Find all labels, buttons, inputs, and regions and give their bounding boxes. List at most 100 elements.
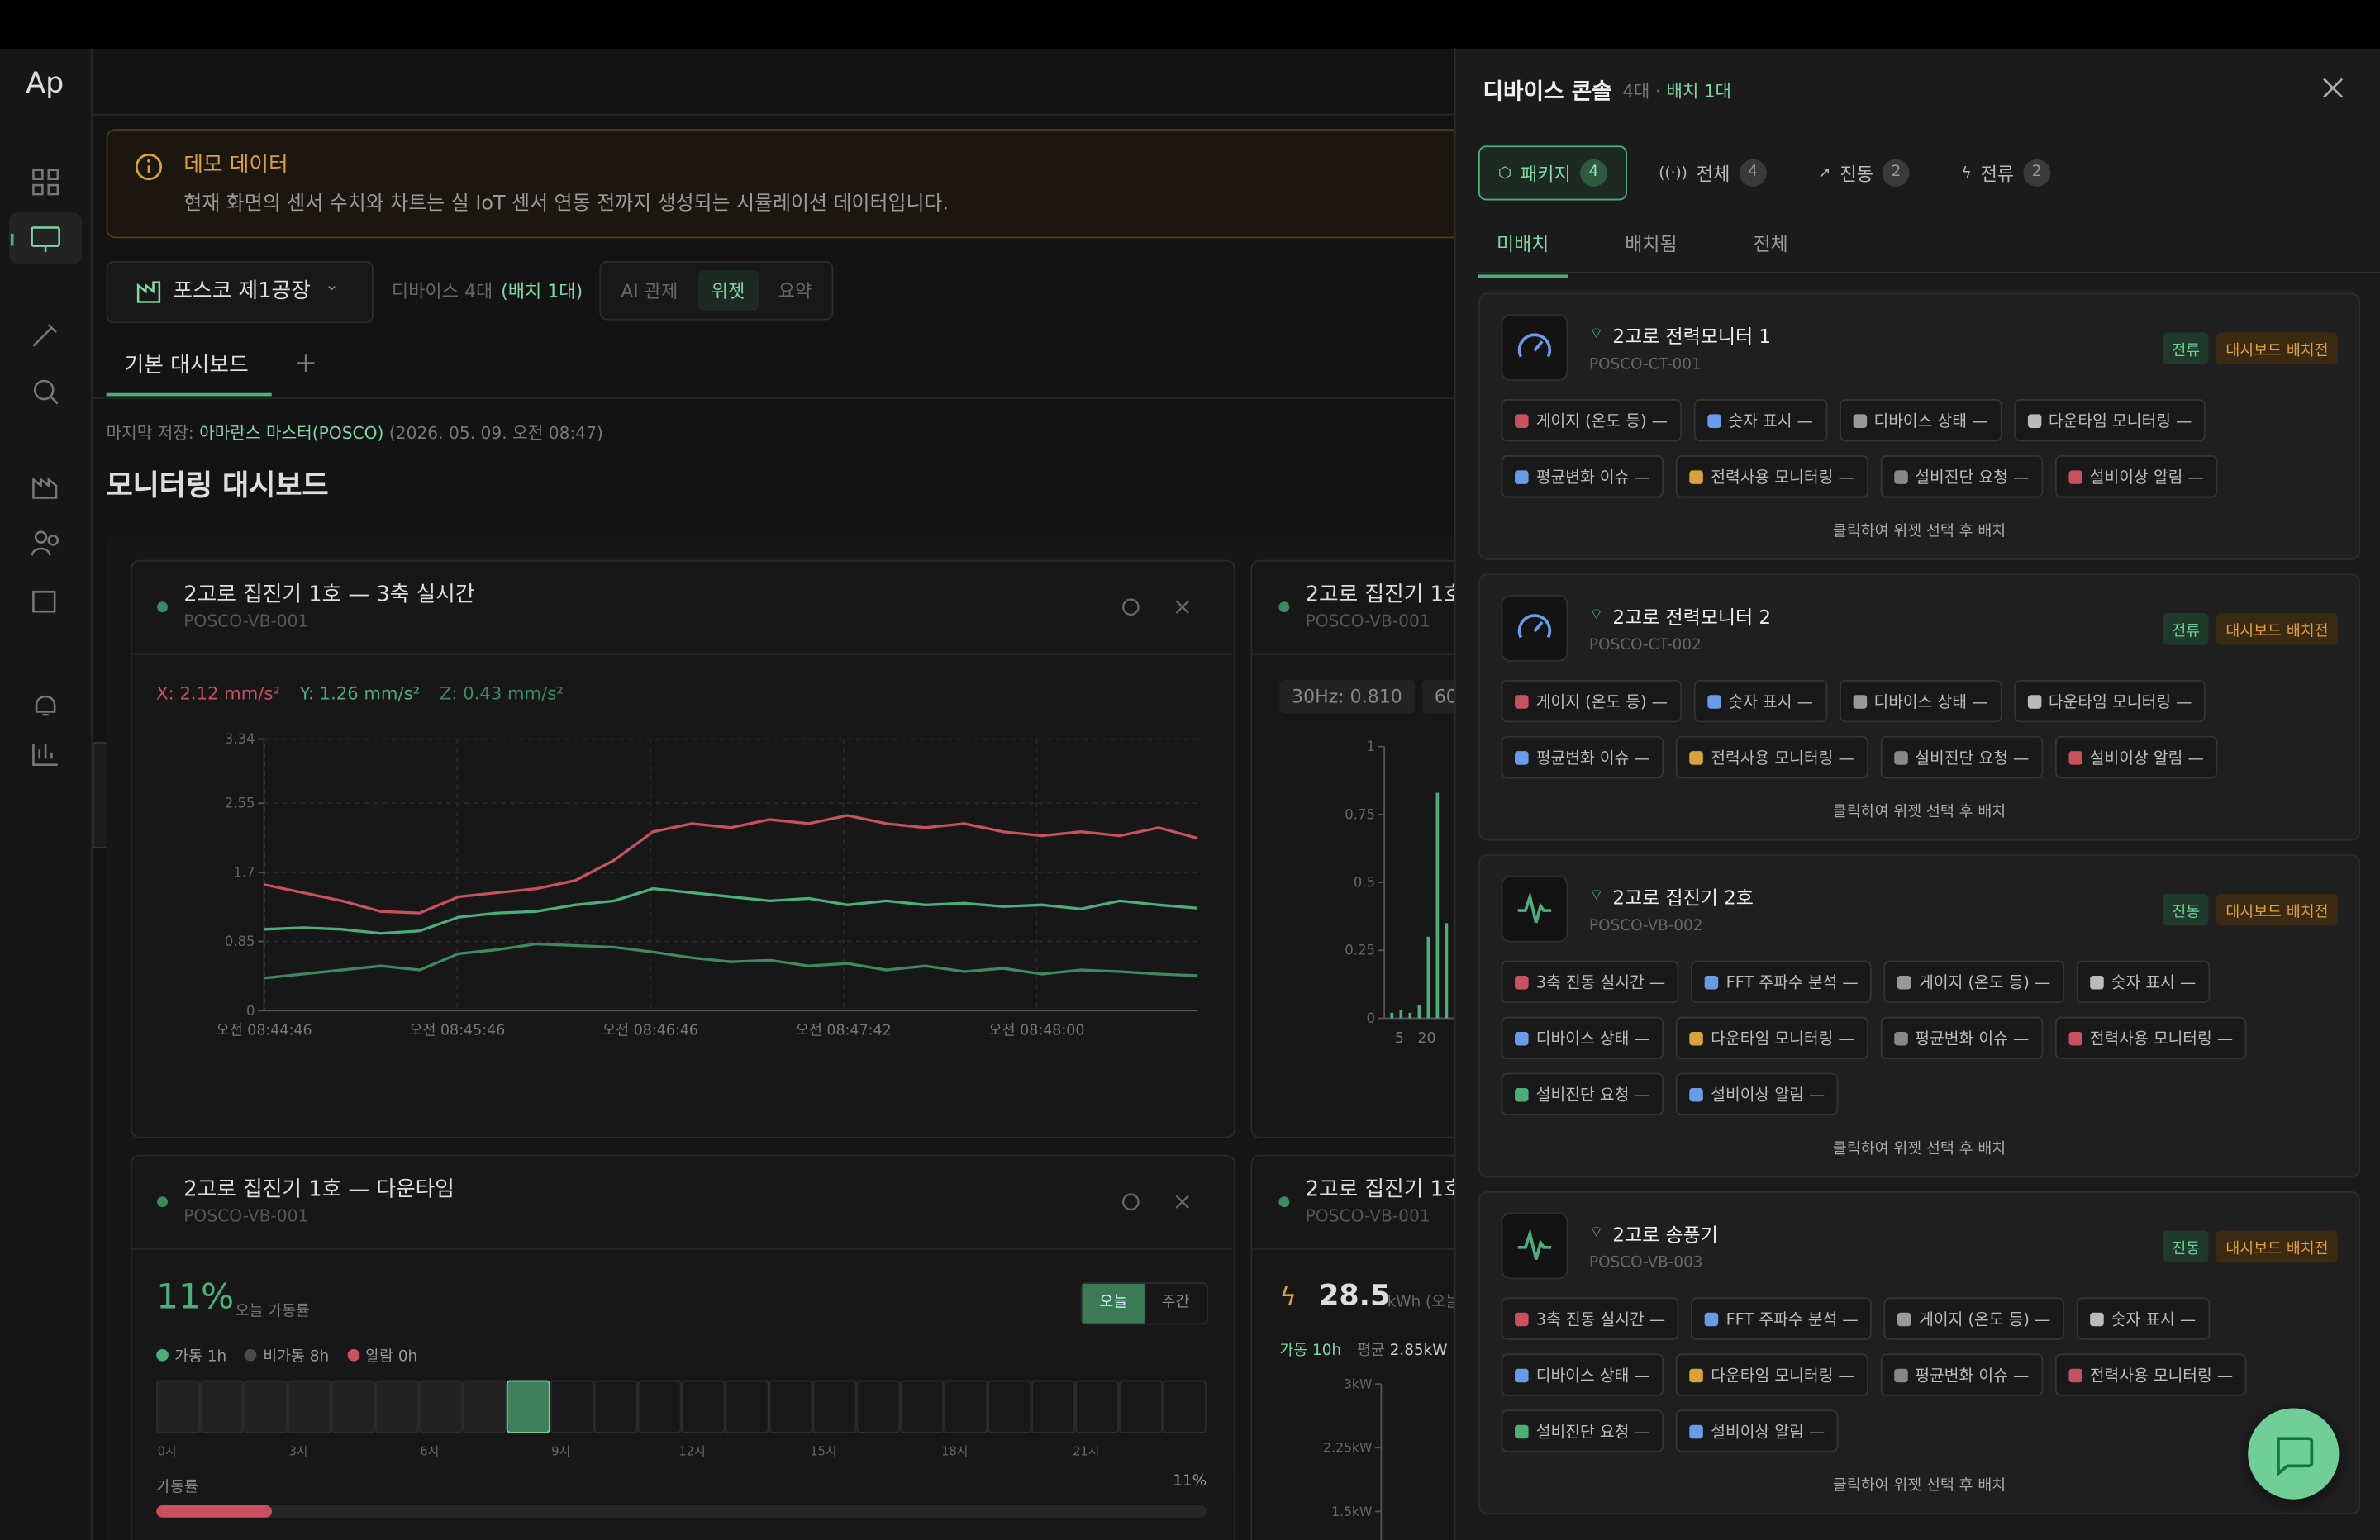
widget-chip[interactable]: 전력사용 모니터링 —	[1676, 455, 1868, 498]
widget-chip[interactable]: 디바이스 상태 —	[1501, 1353, 1664, 1396]
widget-chip[interactable]: FFT 주파수 분석 —	[1691, 960, 1873, 1004]
widget-chip[interactable]: 숫자 표시 —	[1693, 399, 1827, 442]
widget-chip[interactable]: 다운타임 모니터링 —	[2013, 399, 2206, 442]
legend-entry: 비가동 8h	[245, 1343, 330, 1367]
widget-chip[interactable]: 게이지 (온도 등) —	[1883, 1297, 2064, 1340]
timeline-slot	[418, 1380, 463, 1433]
period[interactable]: 주간	[1161, 1294, 1190, 1311]
legend-text: 비가동 8h	[263, 1348, 330, 1367]
widget-chip[interactable]: 전력사용 모니터링 —	[2054, 1353, 2247, 1396]
widget	[130, 1154, 1236, 1540]
widget-chip[interactable]: 설비이상 알림 —	[2054, 455, 2218, 498]
chip-icon	[1515, 694, 1529, 708]
filter-tab[interactable]: ↗ 진동 2	[1798, 145, 1930, 200]
chip-icon	[2068, 1031, 2082, 1045]
widget-chip[interactable]: 평균변화 이슈 —	[1501, 455, 1664, 498]
add-tab[interactable]: +	[294, 347, 318, 380]
widget-chip[interactable]: 평균변화 이슈 —	[1501, 735, 1664, 779]
chip-label: 디바이스 상태 —	[1535, 1366, 1650, 1386]
widget-chip[interactable]: 설비진단 요청 —	[1501, 1409, 1664, 1452]
widget-chip[interactable]: 설비진단 요청 —	[1879, 735, 2043, 779]
device-card[interactable]: ⌔ 2고로 집진기 2호 POSCO-VB-002 진동 대시보드 배치전 3축 진동 실…	[1478, 854, 2361, 1178]
legend-entry: X: 2.12 mm/s²	[156, 683, 280, 704]
chat-button[interactable]	[2248, 1408, 2340, 1500]
widget-chip[interactable]: 게이지 (온도 등) —	[1883, 960, 2064, 1004]
downtime-legend: 가동 1h 비가동 8h 알람 0h	[156, 1343, 417, 1367]
wifi-icon: ⌔	[1589, 606, 1604, 624]
util-value: 11%	[1173, 1473, 1207, 1490]
device-icon	[1501, 595, 1568, 662]
widget-chip[interactable]: FFT 주파수 분석 —	[1691, 1297, 1873, 1340]
filter-tab[interactable]: ⬡ 패키지 4	[1478, 145, 1627, 201]
widget-chip[interactable]: 평균변화 이슈 —	[1879, 1353, 2043, 1396]
filter-tab[interactable]: ((·)) 전체 4	[1639, 145, 1786, 200]
widget-chip[interactable]: 설비진단 요청 —	[1879, 455, 2043, 498]
rate-label: 오늘 가동률	[235, 1303, 311, 1320]
y-tick-label: 0	[1367, 1010, 1376, 1026]
widget-chip[interactable]: 전력사용 모니터링 —	[1676, 735, 1868, 779]
chip-label: 게이지 (온도 등) —	[1919, 1310, 2051, 1329]
widget-chip[interactable]: 평균변화 이슈 —	[1879, 1016, 2043, 1060]
widget-chip[interactable]: 다운타임 모니터링 —	[2013, 679, 2206, 723]
widget-chip[interactable]: 설비이상 알림 —	[1676, 1072, 1839, 1116]
energy-unit: kWh (오늘	[1387, 1294, 1460, 1311]
widget-chip[interactable]: 숫자 표시 —	[2076, 960, 2210, 1004]
subtab[interactable]: 미배치	[1478, 218, 1568, 278]
widget-chip[interactable]: 설비진단 요청 —	[1501, 1072, 1664, 1116]
bar	[1390, 1012, 1394, 1019]
close-button[interactable]	[2320, 76, 2344, 100]
subtab[interactable]: 배치됨	[1625, 232, 1678, 255]
chip-icon	[2090, 1311, 2104, 1326]
widget-chip[interactable]: 전력사용 모니터링 —	[2054, 1016, 2247, 1060]
console-count: 4대 · 배치 1대	[1622, 80, 1731, 102]
chip-label: 3축 진동 실시간 —	[1535, 1310, 1666, 1329]
device-card[interactable]: ⌔ 2고로 전력모니터 2 POSCO-CT-002 전류 대시보드 배치전 게이지 (온…	[1478, 573, 2361, 841]
device-name: 2고로 송풍기	[1612, 1223, 1718, 1246]
factory-icon	[136, 281, 161, 303]
widget-chip[interactable]: 3축 진동 실시간 —	[1501, 960, 1679, 1004]
filter-tab[interactable]: ϟ 전류 2	[1942, 145, 2071, 200]
widget-chip[interactable]: 디바이스 상태 —	[1839, 399, 2002, 442]
chip-icon	[1897, 1311, 1911, 1326]
chip-icon	[1689, 469, 1704, 484]
card-hint: 클릭하여 위젯 선택 후 배치	[1832, 1141, 2006, 1158]
period[interactable]: 오늘	[1082, 1283, 1145, 1324]
chip-icon	[1515, 750, 1529, 764]
widget-chip[interactable]: 디바이스 상태 —	[1501, 1016, 1664, 1060]
x-tick-label: 20	[1417, 1030, 1435, 1047]
widget-chip[interactable]: 설비이상 알림 —	[2054, 735, 2218, 779]
widget-controls	[131, 598, 1454, 1250]
avg-value: 2.85kW	[1389, 1343, 1448, 1360]
widget-chip[interactable]: 디바이스 상태 —	[1839, 679, 2002, 723]
dashboard-tab[interactable]: 기본 대시보드	[124, 353, 249, 378]
widget-chip[interactable]: 숫자 표시 —	[1693, 679, 1827, 723]
view-tab[interactable]: AI 관제	[621, 280, 678, 302]
device-text: ⌔ 2고로 전력모니터 2 POSCO-CT-002	[1589, 595, 2163, 654]
hour-label: 18시	[941, 1444, 968, 1458]
view-tab[interactable]: 요약	[778, 280, 812, 302]
widget-chip[interactable]: 다운타임 모니터링 —	[1676, 1016, 1868, 1060]
legend-text: 가동 1h	[174, 1348, 227, 1367]
widget-chip[interactable]: 설비이상 알림 —	[1676, 1409, 1839, 1452]
timeline-slot	[900, 1380, 945, 1433]
widget-chip[interactable]: 게이지 (온도 등) —	[1501, 399, 1682, 442]
widget-device: POSCO-VB-001	[183, 611, 309, 632]
device-card[interactable]: ⌔ 2고로 송풍기 POSCO-VB-003 진동 대시보드 배치전 3축 진동 실시간 …	[1478, 1191, 2361, 1515]
y-tick-label: 2.25kW	[1323, 1441, 1372, 1456]
factory-select[interactable]	[106, 260, 374, 324]
chip-icon	[1893, 750, 1908, 764]
chip-icon	[1893, 469, 1908, 484]
widget-chip[interactable]: 게이지 (온도 등) —	[1501, 679, 1682, 723]
view-tab[interactable]: 위젯	[697, 269, 759, 311]
tag: 대시보드 배치전	[2216, 613, 2338, 645]
widget-chip[interactable]: 3축 진동 실시간 —	[1501, 1297, 1679, 1340]
device-card[interactable]: ⌔ 2고로 전력모니터 1 POSCO-CT-001 전류 대시보드 배치전 게이지 (온…	[1478, 292, 2361, 560]
widget-chip[interactable]: 숫자 표시 —	[2076, 1297, 2210, 1340]
widget-chip[interactable]: 다운타임 모니터링 —	[1676, 1353, 1868, 1396]
card-head: ⌔ 2고로 송풍기 POSCO-VB-003 진동 대시보드 배치전	[1501, 1212, 2338, 1280]
bar	[1435, 792, 1440, 1019]
util-track	[156, 1505, 1207, 1518]
chip-icon	[1515, 1311, 1529, 1326]
avg-label: 평균	[1357, 1343, 1385, 1360]
subtab[interactable]: 전체	[1753, 232, 1788, 255]
